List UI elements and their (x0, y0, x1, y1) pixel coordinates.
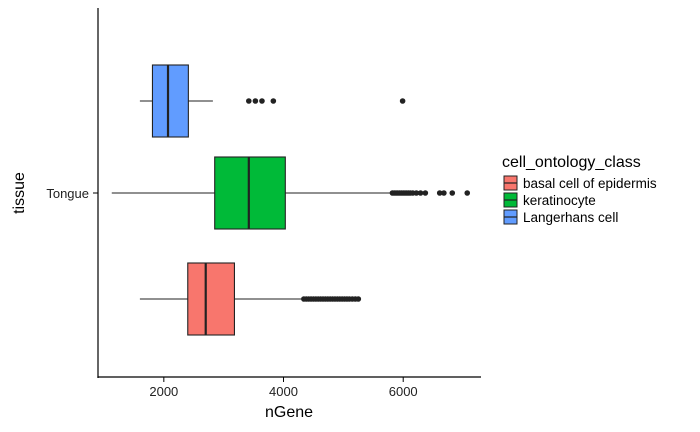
x-axis-ticks: 2000 4000 6000 (149, 377, 418, 399)
outlier-point (399, 98, 406, 104)
outlier-point (441, 190, 447, 196)
legend-title: cell_ontology_class (502, 154, 641, 171)
box-group-basal-cell-of-epidermis (139, 262, 362, 336)
x-tick-label: 4000 (269, 384, 298, 399)
legend-item: basal cell of epidermis (503, 175, 657, 191)
outlier-point (246, 98, 252, 104)
outlier-point (355, 296, 362, 302)
outlier-point (464, 190, 471, 196)
legend: cell_ontology_class basal cell of epider… (502, 154, 657, 225)
legend-label: keratinocyte (523, 193, 596, 208)
legend-item: keratinocyte (503, 192, 596, 208)
outlier-point (436, 190, 443, 196)
plot-area (111, 64, 471, 336)
legend-item: Langerhans cell (503, 209, 618, 225)
legend-label: Langerhans cell (523, 210, 618, 225)
legend-label: basal cell of epidermis (523, 176, 657, 191)
y-axis-title: tissue (11, 172, 28, 214)
x-tick-label: 6000 (389, 384, 418, 399)
outlier-point (417, 190, 424, 196)
box-group-langerhans-cell (139, 64, 406, 138)
box (187, 262, 235, 336)
outlier-point (270, 98, 277, 104)
outlier-point (422, 190, 429, 196)
box (214, 156, 286, 230)
y-tick-label: Tongue (46, 186, 89, 201)
box-group-keratinocyte (111, 156, 471, 230)
x-axis-title: nGene (265, 404, 313, 421)
outlier-point (259, 98, 265, 104)
y-axis-ticks: Tongue (46, 186, 98, 201)
outlier-point (413, 190, 420, 196)
outlier-point (449, 190, 456, 196)
box (151, 64, 189, 138)
outlier-point (252, 98, 259, 104)
x-tick-label: 2000 (149, 384, 178, 399)
